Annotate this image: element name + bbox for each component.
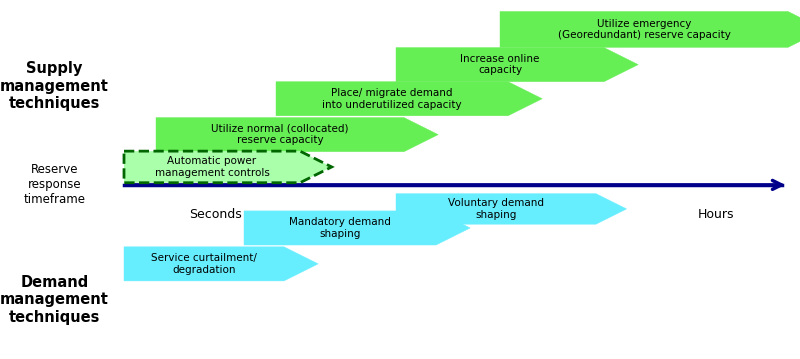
Text: Increase online
capacity: Increase online capacity bbox=[460, 54, 540, 75]
Text: Place/ migrate demand
into underutilized capacity: Place/ migrate demand into underutilized… bbox=[322, 88, 462, 109]
Text: Seconds: Seconds bbox=[190, 208, 242, 221]
Polygon shape bbox=[500, 11, 800, 47]
Text: Hours: Hours bbox=[698, 208, 734, 221]
Polygon shape bbox=[124, 151, 332, 183]
Polygon shape bbox=[156, 118, 438, 151]
Text: Supply
management
techniques: Supply management techniques bbox=[0, 61, 109, 111]
Text: Automatic power
management controls: Automatic power management controls bbox=[154, 156, 270, 178]
Text: Mandatory demand
shaping: Mandatory demand shaping bbox=[289, 217, 391, 239]
Polygon shape bbox=[124, 247, 318, 281]
Text: Utilize normal (collocated)
reserve capacity: Utilize normal (collocated) reserve capa… bbox=[211, 124, 349, 145]
Text: Voluntary demand
shaping: Voluntary demand shaping bbox=[448, 198, 544, 220]
Polygon shape bbox=[396, 47, 638, 82]
Text: Demand
management
techniques: Demand management techniques bbox=[0, 275, 109, 325]
Text: Utilize emergency
(Georedundant) reserve capacity: Utilize emergency (Georedundant) reserve… bbox=[558, 19, 730, 40]
Polygon shape bbox=[396, 194, 626, 224]
Text: Service curtailment/
degradation: Service curtailment/ degradation bbox=[151, 253, 257, 275]
Polygon shape bbox=[276, 82, 542, 116]
Text: Reserve
response
timeframe: Reserve response timeframe bbox=[23, 163, 86, 206]
Polygon shape bbox=[244, 211, 470, 245]
